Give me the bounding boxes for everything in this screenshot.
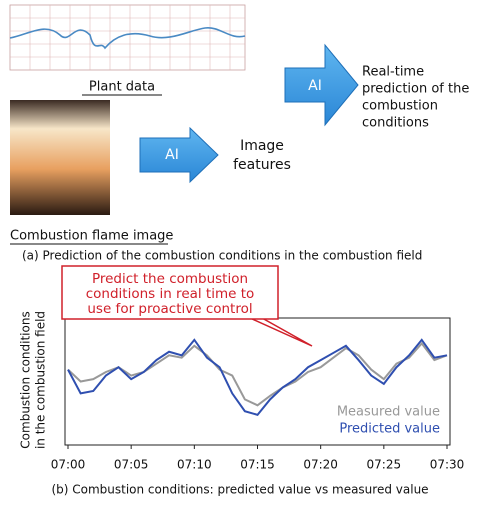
series-line <box>67 341 448 407</box>
arrow <box>139 126 219 184</box>
realtime-text: conditions <box>362 116 429 131</box>
flame-label: Combustion flame image <box>10 229 173 244</box>
y-axis-label: in the combustion field <box>34 311 48 449</box>
x-tick-label: 07:05 <box>114 458 149 472</box>
y-axis-label: Combustion conditions <box>19 311 33 448</box>
ai-label: AI <box>308 78 322 94</box>
x-tick-label: 07:00 <box>51 458 86 472</box>
callout-pointer <box>249 317 313 347</box>
x-tick-label: 07:30 <box>430 458 465 472</box>
x-tick-label: 07:20 <box>303 458 338 472</box>
legend-entry: Measured value <box>337 405 440 420</box>
series-line <box>67 338 448 416</box>
realtime-text: Real-time <box>362 65 424 80</box>
flame-image <box>10 100 110 215</box>
x-tick-label: 07:25 <box>367 458 402 472</box>
arrow <box>284 43 359 127</box>
caption-b: (b) Combustion conditions: predicted val… <box>51 483 428 497</box>
annotation-text: Predict the combustion <box>92 271 248 287</box>
annotation-text: use for proactive control <box>87 301 252 317</box>
plant-data-label: Plant data <box>89 80 155 95</box>
plant-data-graphic <box>9 4 246 71</box>
image-features: features <box>233 157 291 173</box>
ai-label: AI <box>165 147 179 163</box>
callout-box <box>61 265 279 320</box>
annotation-text: conditions in real time to <box>86 286 255 302</box>
x-tick-label: 07:10 <box>177 458 212 472</box>
x-tick-label: 07:15 <box>240 458 275 472</box>
image-features: Image <box>240 138 284 154</box>
realtime-text: combustion <box>362 99 438 114</box>
caption-a: (a) Prediction of the combustion conditi… <box>22 249 422 263</box>
chart: Combustion conditions in the combustion … <box>19 311 465 497</box>
legend-entry: Predicted value <box>339 422 440 437</box>
realtime-text: prediction of the <box>362 82 469 97</box>
annotation: Predict the combustion conditions in rea… <box>61 265 313 347</box>
